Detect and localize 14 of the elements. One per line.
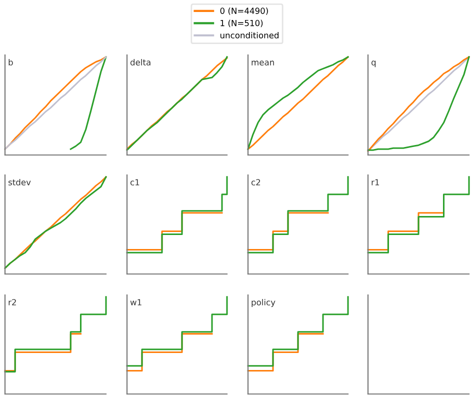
chart-title: r1 [372,179,379,186]
chart-title: w1 [130,299,142,306]
legend-label: unconditioned [220,32,278,38]
legend-label: 1 (N=510) [220,20,263,28]
chart-title: c1 [130,179,140,186]
chart-title: c2 [251,179,260,186]
chart-title: r2 [8,299,16,306]
chart-title: mean [252,60,274,66]
chart-title: b [8,59,13,66]
chart-title: delta [130,59,150,66]
chart-title: q [371,60,376,68]
legend-label: 0 (N=4490) [220,8,268,15]
chart-title: stdev [8,178,31,186]
chart-title: policy [252,298,276,308]
